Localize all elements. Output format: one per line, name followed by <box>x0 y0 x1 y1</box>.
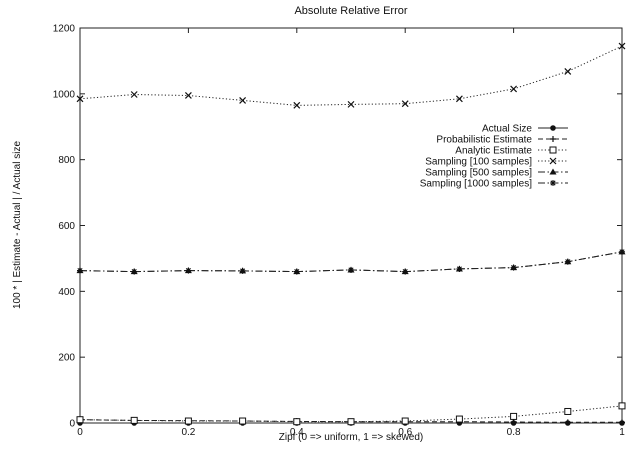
data-point-s3-8 <box>510 85 518 93</box>
data-point-s3-9 <box>564 68 572 75</box>
data-point-s2-9 <box>564 407 572 415</box>
data-point-s3-2 <box>184 92 192 99</box>
legend-label-1: Probabilistic Estimate <box>436 135 532 146</box>
y-tick-label: 1200 <box>53 24 76 35</box>
x-axis-label: Zipf (0 => uniform, 1 => skewed) <box>279 432 424 443</box>
y-axis-label: 100 * | Estimate - Actual | / Actual siz… <box>12 141 23 309</box>
data-point-s3-10 <box>618 42 626 50</box>
y-tick-label: 600 <box>58 221 75 232</box>
data-point-s5-6 <box>402 268 409 275</box>
data-point-s3-3 <box>239 96 247 104</box>
x-tick-label: 0.4 <box>290 427 304 438</box>
series-line-1 <box>79 419 622 423</box>
data-point-s5-5 <box>348 266 354 273</box>
data-point-s5-8 <box>510 264 517 271</box>
legend-label-2: Analytic Estimate <box>455 146 532 157</box>
x-tick-label: 0.2 <box>181 427 195 438</box>
x-tick-label: 1 <box>619 427 625 438</box>
data-point-s5-1 <box>131 268 138 275</box>
data-point-s2-5 <box>347 418 355 426</box>
data-point-s5-7 <box>456 265 463 272</box>
legend-marker-2 <box>549 146 557 154</box>
chart-title: Absolute Relative Error <box>294 5 407 17</box>
plot-frame <box>79 27 623 424</box>
x-tick-label: 0.6 <box>398 427 412 438</box>
data-point-s2-0 <box>76 416 84 424</box>
data-point-s5-0 <box>77 267 83 274</box>
data-point-s1-9 <box>564 419 571 426</box>
data-point-s1-10 <box>619 419 625 426</box>
data-point-s3-1 <box>130 91 138 98</box>
y-tick-label: 800 <box>58 155 75 166</box>
legend-marker-1 <box>550 136 556 142</box>
data-point-s5-3 <box>239 267 246 274</box>
data-point-s1-8 <box>510 419 517 426</box>
y-tick-label: 200 <box>58 353 75 364</box>
data-point-s2-3 <box>239 417 247 425</box>
data-point-s5-9 <box>564 258 571 265</box>
legend-label-3: Sampling [100 samples] <box>425 157 532 168</box>
legend-marker-4 <box>549 168 557 175</box>
x-tick-label: 0.8 <box>507 427 521 438</box>
data-point-s2-10 <box>618 402 626 410</box>
data-point-s5-2 <box>185 267 192 274</box>
data-point-s5-4 <box>293 268 300 275</box>
series-line-3 <box>79 45 623 106</box>
y-tick-label: 1000 <box>53 89 76 100</box>
data-point-s2-4 <box>293 418 301 426</box>
series-layer <box>76 42 626 426</box>
legend-label-4: Sampling [500 samples] <box>425 168 532 179</box>
data-point-s2-6 <box>401 417 409 425</box>
legend-marker-5 <box>550 180 556 186</box>
data-point-s2-1 <box>130 416 138 424</box>
data-point-s3-4 <box>293 101 301 109</box>
axes: 0 0.2 0.4 0.6 0.8 1 0 200 400 600 800 1000 1200 <box>53 24 625 439</box>
data-point-s5-10 <box>619 248 625 255</box>
x-tick-label: 0 <box>77 427 83 438</box>
data-point-s2-7 <box>455 415 463 423</box>
data-point-s2-8 <box>510 412 518 420</box>
data-point-s3-0 <box>76 95 84 103</box>
y-tick-label: 400 <box>58 287 75 298</box>
data-point-s3-7 <box>455 95 463 103</box>
data-point-s3-5 <box>347 100 355 108</box>
data-point-s3-6 <box>401 100 409 108</box>
legend-label-5: Sampling [1000 samples] <box>420 179 533 190</box>
legend-marker-3 <box>549 157 557 165</box>
y-tick-label: 0 <box>69 419 75 430</box>
legend-label-0: Actual Size <box>482 124 532 135</box>
legend-marker-0 <box>550 125 556 131</box>
data-point-s2-2 <box>184 417 192 425</box>
